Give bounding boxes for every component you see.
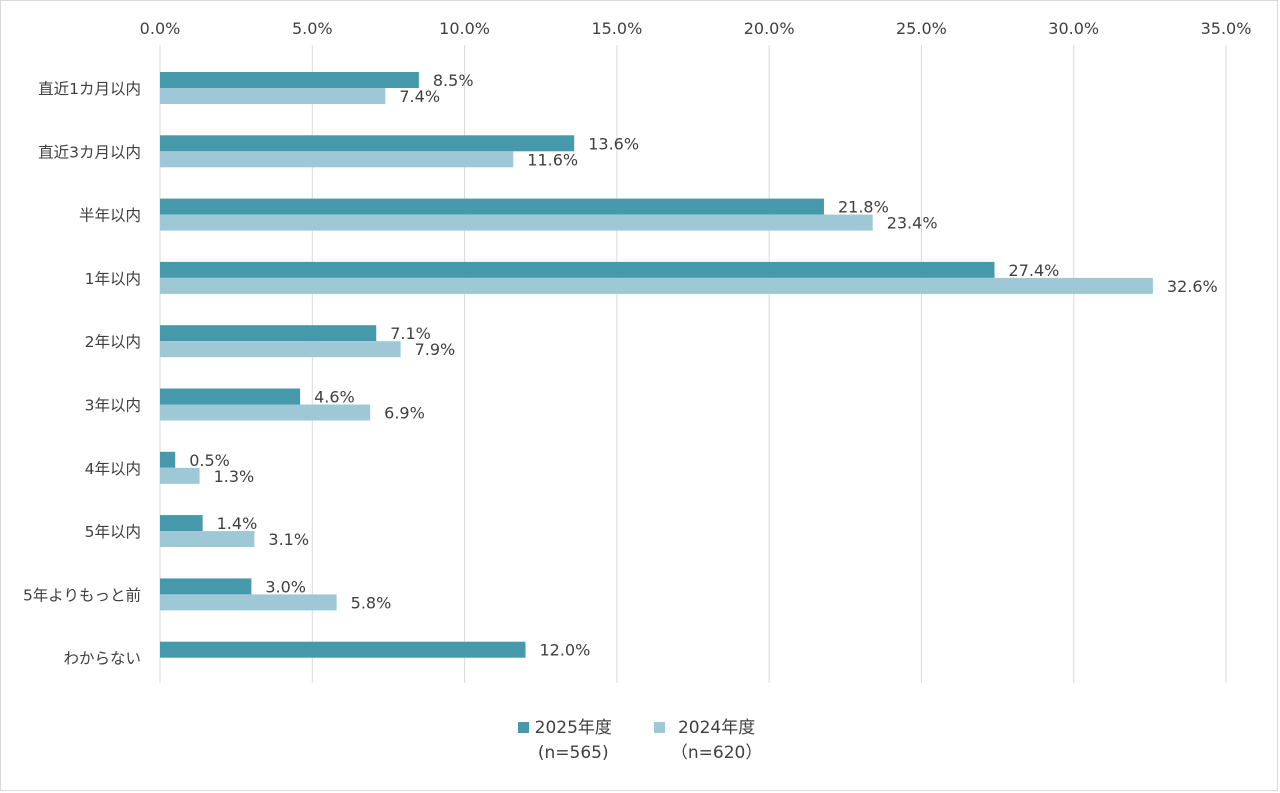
data-label: 12.0% (539, 641, 590, 660)
bar-2025 (160, 325, 377, 342)
category-label: 半年以内 (79, 207, 141, 225)
category-label: 4年以内 (85, 460, 141, 478)
x-tick-label: 0.0% (140, 19, 181, 38)
legend-label-2024: 2024年度 (677, 718, 756, 738)
bar-2024 (160, 88, 386, 104)
x-tick-label: 5.0% (292, 19, 333, 38)
legend: 2025年度 (n=565) 2024年度 （n=620） (0, 716, 1280, 766)
x-tick-label: 30.0% (1048, 19, 1099, 38)
category-label: 2年以内 (85, 333, 141, 351)
data-label: 27.4% (1009, 261, 1060, 280)
bar-2025 (160, 515, 203, 532)
legend-swatch-2024 (653, 722, 665, 733)
bar-2025 (160, 388, 301, 405)
data-label: 11.6% (527, 150, 578, 169)
data-label: 32.6% (1167, 277, 1218, 296)
bar-2024 (160, 404, 371, 421)
bar-2024 (160, 151, 514, 168)
data-label: 5.8% (351, 593, 392, 612)
legend-sublabel-2024: （n=620） (670, 743, 763, 763)
bar-2024 (160, 594, 337, 611)
category-label: 直近1カ月以内 (38, 80, 141, 98)
data-label: 1.3% (214, 467, 255, 486)
data-label: 13.6% (588, 134, 639, 153)
data-label: 6.9% (384, 404, 425, 423)
bar-2024 (160, 531, 255, 548)
data-label: 4.6% (314, 388, 355, 407)
data-label: 1.4% (217, 514, 258, 533)
legend-item-2025: 2025年度 (n=565) (517, 716, 612, 766)
x-tick-label: 20.0% (744, 19, 795, 38)
bar-2025 (160, 135, 575, 152)
legend-swatch-2025 (517, 722, 529, 733)
category-label: 5年以内 (85, 523, 141, 541)
data-label: 7.4% (399, 87, 440, 106)
bar-2025 (160, 578, 252, 595)
category-label: 3年以内 (85, 397, 141, 415)
bar-2024 (160, 277, 1153, 294)
data-label: 3.1% (268, 530, 309, 549)
data-label: 3.0% (265, 577, 306, 596)
x-tick-label: 10.0% (439, 19, 490, 38)
bar-2025 (160, 451, 176, 468)
bar-2025 (160, 641, 526, 658)
data-label: 0.5% (189, 451, 230, 470)
category-label: 5年よりもっと前 (23, 586, 141, 604)
category-label: 1年以内 (85, 270, 141, 288)
x-tick-label: 15.0% (591, 19, 642, 38)
bar-2024 (160, 341, 401, 358)
legend-sublabel-2025: (n=565) (537, 743, 609, 763)
legend-label-2025: 2025年度 (534, 718, 612, 738)
bar-2025 (160, 261, 995, 278)
category-label: わからない (63, 650, 141, 668)
data-label: 8.5% (433, 71, 474, 90)
bar-2025 (160, 198, 824, 215)
x-tick-label: 25.0% (896, 19, 947, 38)
bar-2024 (160, 467, 200, 484)
legend-item-2024: 2024年度 （n=620） (653, 716, 763, 766)
data-label: 7.1% (390, 324, 431, 343)
data-label: 23.4% (887, 214, 938, 233)
category-label: 直近3カ月以内 (38, 143, 141, 161)
bar-2025 (160, 72, 419, 88)
data-label: 7.9% (415, 340, 456, 359)
bar-2024 (160, 214, 873, 231)
x-tick-label: 35.0% (1201, 19, 1252, 38)
data-label: 21.8% (838, 198, 889, 217)
